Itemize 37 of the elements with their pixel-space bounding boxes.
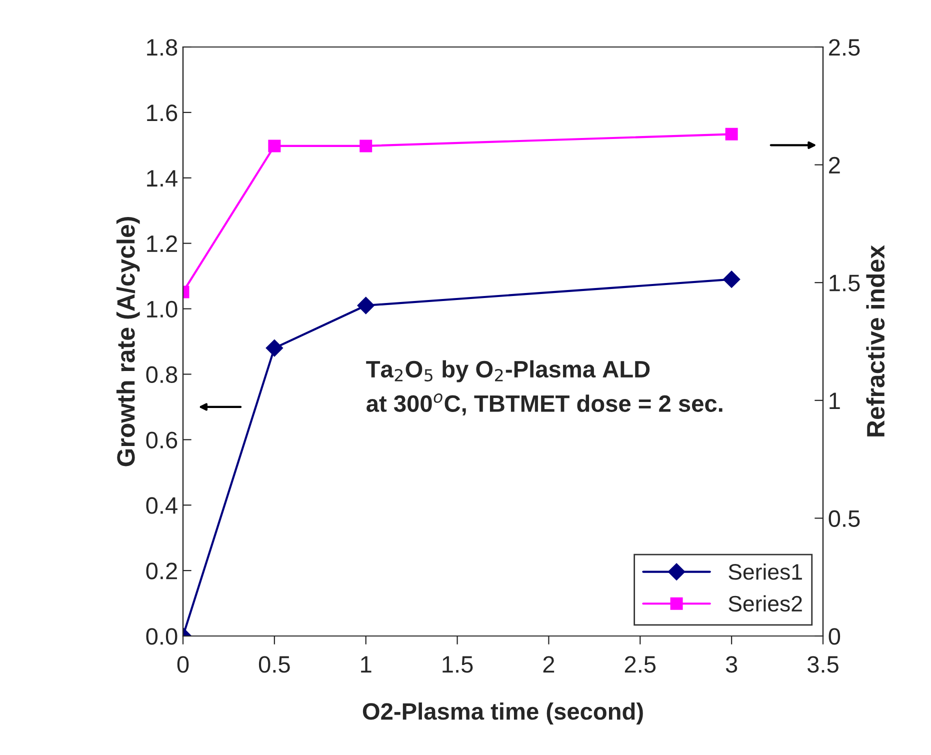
x-tick-label: 0.5 <box>258 656 290 673</box>
y2-tick-label: 1.5 <box>830 274 860 292</box>
x-tick-label: 3.5 <box>807 656 838 673</box>
point <box>360 140 372 152</box>
y-tick-label: 0.8 <box>146 366 178 384</box>
y-tick-label: 1.4 <box>147 170 178 186</box>
legend-label: Series2 <box>728 595 802 612</box>
point <box>266 339 283 357</box>
x-tick-label: 0 <box>177 656 189 673</box>
y-tick-label: 1.0 <box>147 300 178 318</box>
point <box>723 270 740 288</box>
x-tick-label: 2.5 <box>624 656 656 673</box>
y2-axis-title: Refractive index <box>866 245 885 436</box>
annotation: at 300$^{o}$C, TBTMET dose = 2 sec. <box>366 393 722 416</box>
legend-label: Series1 <box>728 563 802 580</box>
y-tick-label: 1.8 <box>147 39 178 56</box>
y-tick-label: 1.2 <box>147 235 177 252</box>
x-tick-label: 2 <box>543 656 554 673</box>
point <box>268 140 281 152</box>
x-tick-label: 3 <box>726 656 738 673</box>
y-tick-label: 0.6 <box>146 432 178 448</box>
x-tick-label: 1.5 <box>442 656 473 673</box>
y-tick-label: 1.6 <box>147 104 178 122</box>
y2-tick-label: 0.5 <box>828 510 860 527</box>
y2-tick-label: 2 <box>829 156 840 174</box>
y-tick-label: 0.2 <box>146 562 177 580</box>
x-axis-title: O2-Plasma time (second) <box>362 702 643 724</box>
annotation: Ta$_{2}$O$_{5}$ by O$_{2}$-Plasma ALD <box>366 360 650 382</box>
x-tick-label: 1 <box>361 656 372 673</box>
y-tick-label: 0.4 <box>146 497 178 514</box>
y2-tick-label: 0 <box>828 628 840 645</box>
y2-tick-label: 2.5 <box>829 39 860 56</box>
point <box>357 296 374 314</box>
y-axis-title: Growth rate (A/cycle) <box>116 217 140 466</box>
y2-tick-label: 1 <box>830 392 840 409</box>
y-tick-label: 0.0 <box>146 628 178 645</box>
point <box>725 128 738 140</box>
